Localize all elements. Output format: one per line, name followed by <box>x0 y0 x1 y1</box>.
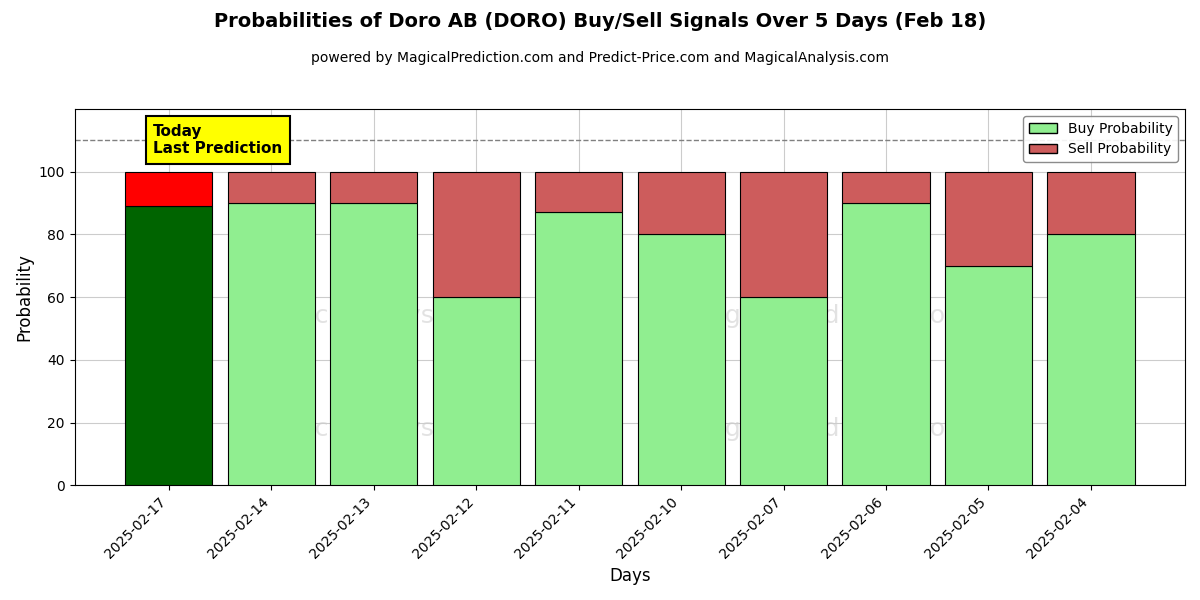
Text: MagicalAnalysis.com: MagicalAnalysis.com <box>256 304 516 328</box>
Bar <box>637 235 725 485</box>
Bar <box>228 203 314 485</box>
Bar <box>125 206 212 485</box>
Bar <box>842 203 930 485</box>
Legend: Buy Probability, Sell Probability: Buy Probability, Sell Probability <box>1024 116 1178 162</box>
Bar <box>740 297 827 485</box>
Bar <box>535 172 622 212</box>
Bar <box>944 172 1032 266</box>
Text: MagicalAnalysis.com: MagicalAnalysis.com <box>256 417 516 441</box>
Y-axis label: Probability: Probability <box>16 253 34 341</box>
Bar <box>1048 172 1134 235</box>
Bar <box>432 297 520 485</box>
Text: MagicalPrediction.com: MagicalPrediction.com <box>689 417 971 441</box>
Text: Today
Last Prediction: Today Last Prediction <box>154 124 282 156</box>
Text: powered by MagicalPrediction.com and Predict-Price.com and MagicalAnalysis.com: powered by MagicalPrediction.com and Pre… <box>311 51 889 65</box>
Text: MagicalPrediction.com: MagicalPrediction.com <box>689 304 971 328</box>
Bar <box>125 172 212 206</box>
Bar <box>842 172 930 203</box>
Bar <box>1048 235 1134 485</box>
Bar <box>944 266 1032 485</box>
Text: Probabilities of Doro AB (DORO) Buy/Sell Signals Over 5 Days (Feb 18): Probabilities of Doro AB (DORO) Buy/Sell… <box>214 12 986 31</box>
X-axis label: Days: Days <box>610 567 650 585</box>
Bar <box>330 203 418 485</box>
Bar <box>228 172 314 203</box>
Bar <box>740 172 827 297</box>
Bar <box>637 172 725 235</box>
Bar <box>535 212 622 485</box>
Bar <box>330 172 418 203</box>
Bar <box>432 172 520 297</box>
